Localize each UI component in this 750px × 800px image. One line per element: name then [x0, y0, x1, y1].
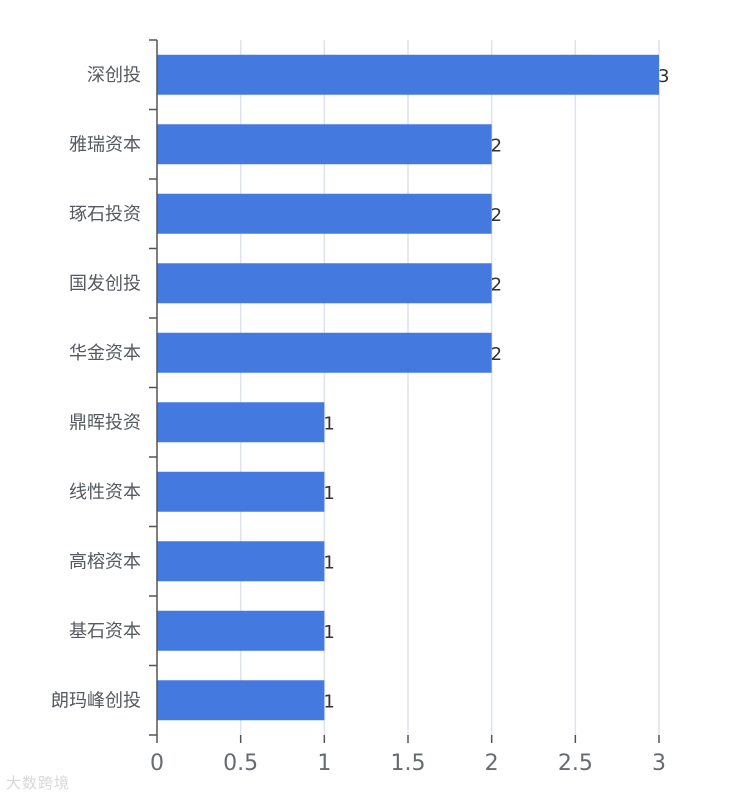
- category-label: 线性资本: [69, 482, 141, 503]
- category-label: 国发创投: [69, 273, 141, 294]
- category-label: 琢石投资: [69, 204, 141, 225]
- bar: [157, 193, 492, 234]
- bar: [157, 124, 492, 165]
- data-label: 3: [658, 66, 669, 87]
- data-label: 1: [323, 622, 334, 643]
- category-label: 基石资本: [69, 621, 141, 642]
- x-tick-label: 0: [150, 751, 164, 776]
- category-label: 鼎晖投资: [69, 412, 141, 433]
- x-tick-label: 2: [485, 751, 499, 776]
- bar: [157, 610, 325, 651]
- bar: [157, 332, 492, 373]
- x-tick-label: 3: [652, 751, 666, 776]
- bar: [157, 471, 325, 512]
- category-label: 高榕资本: [69, 551, 141, 572]
- category-label: 华金资本: [69, 343, 141, 364]
- data-label: 1: [323, 483, 334, 504]
- bar: [157, 402, 325, 443]
- bar: [157, 541, 325, 582]
- category-label: 深创投: [87, 65, 141, 86]
- bar: [157, 263, 492, 304]
- x-tick-label: 1: [317, 751, 331, 776]
- watermark-logo: 大数跨境: [6, 774, 71, 792]
- data-label: 2: [491, 135, 502, 156]
- data-label: 1: [323, 691, 334, 712]
- category-label: 朗玛峰创投: [51, 690, 141, 711]
- x-tick-label: 0.5: [223, 751, 258, 776]
- data-label: 2: [491, 344, 502, 365]
- bar: [157, 54, 659, 95]
- data-label: 2: [491, 274, 502, 295]
- data-label: 2: [491, 205, 502, 226]
- x-tick-label: 1.5: [391, 751, 426, 776]
- data-label: 1: [323, 413, 334, 434]
- category-label: 雅瑞资本: [69, 134, 141, 155]
- data-label: 1: [323, 552, 334, 573]
- bar: [157, 680, 325, 721]
- x-tick-label: 2.5: [558, 751, 593, 776]
